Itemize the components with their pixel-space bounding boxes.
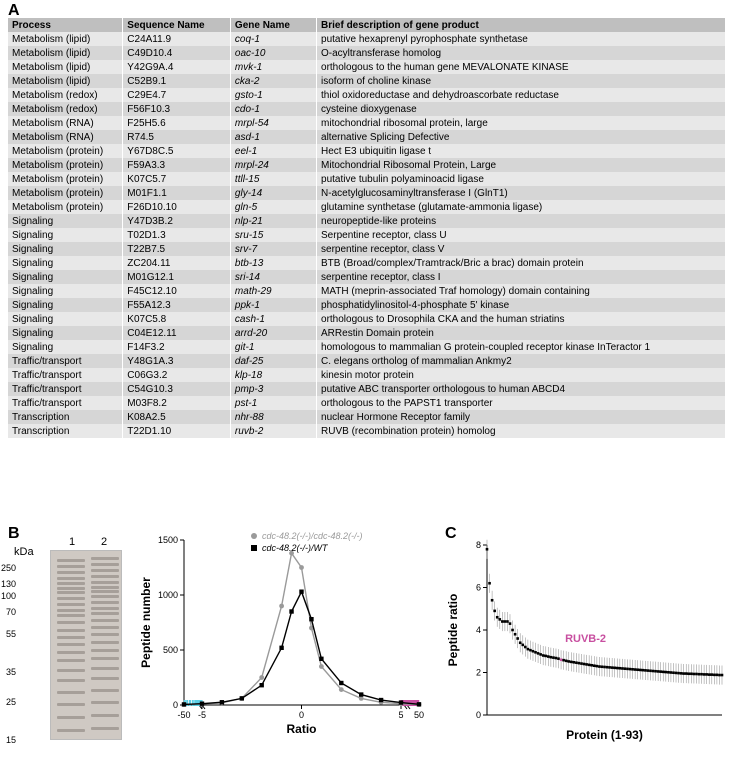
table-row: Traffic/transportC06G3.2klp-18kinesin mo… xyxy=(8,368,726,382)
table-row: Metabolism (lipid)C52B9.1cka-2isoform of… xyxy=(8,74,726,88)
ratio-histogram: 050010001500-505-5050Peptide numberRatio… xyxy=(136,530,431,750)
svg-text:Peptide ratio: Peptide ratio xyxy=(446,594,460,667)
svg-text:6: 6 xyxy=(476,583,481,593)
svg-text:2: 2 xyxy=(476,668,481,678)
table-header: Gene Name xyxy=(230,18,316,32)
svg-text:Peptide number: Peptide number xyxy=(139,577,153,668)
svg-text:4: 4 xyxy=(476,625,481,635)
table-row: SignalingT22B7.5srv-7serpentine receptor… xyxy=(8,242,726,256)
table-row: SignalingF14F3.2git-1homologous to mamma… xyxy=(8,340,726,354)
kda-label: kDa xyxy=(14,546,34,558)
table-header: Process xyxy=(8,18,123,32)
svg-text:cdc-48.2(-/-)/WT: cdc-48.2(-/-)/WT xyxy=(262,543,329,553)
table-row: Metabolism (protein)M01F1.1gly-14N-acety… xyxy=(8,186,726,200)
svg-text:Ratio: Ratio xyxy=(287,722,317,736)
table-row: Metabolism (redox)C29E4.7gsto-1thiol oxi… xyxy=(8,88,726,102)
table-row: Metabolism (lipid)C49D10.4oac-10O-acyltr… xyxy=(8,46,726,60)
table-row: Metabolism (redox)F56F10.3cdo-1cysteine … xyxy=(8,102,726,116)
svg-text:8: 8 xyxy=(476,540,481,550)
panel-b: 12 kDa 2501301007055352515 050010001500-… xyxy=(8,530,438,760)
table-row: Metabolism (protein)F26D10.10gln-5glutam… xyxy=(8,200,726,214)
table-row: TranscriptionK08A2.5nhr-88nuclear Hormon… xyxy=(8,410,726,424)
table-row: Metabolism (lipid)C24A11.9coq-1putative … xyxy=(8,32,726,46)
table-row: Traffic/transportY48G1A.3daf-25C. elegan… xyxy=(8,354,726,368)
gel-image xyxy=(50,550,122,740)
table-row: SignalingF55A12.3ppk-1phosphatidylinosit… xyxy=(8,298,726,312)
table-header: Sequence Name xyxy=(123,18,231,32)
svg-text:Protein (1-93): Protein (1-93) xyxy=(566,728,643,742)
table-row: SignalingZC204.11btb-13BTB (Broad/comple… xyxy=(8,256,726,270)
svg-text:RUVB-2: RUVB-2 xyxy=(565,633,606,645)
svg-text:500: 500 xyxy=(163,645,178,655)
svg-text:50: 50 xyxy=(414,710,424,720)
table-row: SignalingY47D3B.2nlp-21neuropeptide-like… xyxy=(8,214,726,228)
svg-text:-50: -50 xyxy=(177,710,190,720)
svg-text:cdc-48.2(-/-)/cdc-48.2(-/-): cdc-48.2(-/-)/cdc-48.2(-/-) xyxy=(262,531,363,541)
svg-text:1500: 1500 xyxy=(158,535,178,545)
gel-lane-labels: 12 xyxy=(56,536,120,548)
gene-table: ProcessSequence NameGene NameBrief descr… xyxy=(8,18,726,438)
table-row: SignalingM01G12.1sri-14serpentine recept… xyxy=(8,270,726,284)
table-header: Brief description of gene product xyxy=(317,18,726,32)
table-row: SignalingF45C12.10math-29MATH (meprin-as… xyxy=(8,284,726,298)
svg-text:5: 5 xyxy=(398,710,403,720)
svg-text:-5: -5 xyxy=(198,710,206,720)
svg-text:1000: 1000 xyxy=(158,590,178,600)
table-row: Metabolism (RNA)F25H5.6mrpl-54mitochondr… xyxy=(8,116,726,130)
table-row: Traffic/transportC54G10.3pmp-3putative A… xyxy=(8,382,726,396)
table-row: Traffic/transportM03F8.2pst-1orthologous… xyxy=(8,396,726,410)
table-row: Metabolism (lipid)Y42G9A.4mvk-1orthologo… xyxy=(8,60,726,74)
svg-text:0: 0 xyxy=(476,710,481,720)
table-row: Metabolism (protein)Y67D8C.5eel-1Hect E3… xyxy=(8,144,726,158)
table-row: SignalingK07C5.8cash-1orthologous to Dro… xyxy=(8,312,726,326)
table-row: SignalingT02D1.3sru-15Serpentine recepto… xyxy=(8,228,726,242)
table-row: TranscriptionT22D1.10ruvb-2RUVB (recombi… xyxy=(8,424,726,438)
table-row: SignalingC04E12.11arrd-20ARRestin Domain… xyxy=(8,326,726,340)
table-row: Metabolism (RNA)R74.5asd-1alternative Sp… xyxy=(8,130,726,144)
svg-text:0: 0 xyxy=(173,700,178,710)
table-row: Metabolism (protein)F59A3.3mrpl-24Mitoch… xyxy=(8,158,726,172)
table-row: Metabolism (protein)K07C5.7ttll-15putati… xyxy=(8,172,726,186)
panel-c: 0 2 4 6 8 RUVB-2 Peptide ratio Protein (1-93) xyxy=(445,530,730,760)
svg-text:0: 0 xyxy=(299,710,304,720)
